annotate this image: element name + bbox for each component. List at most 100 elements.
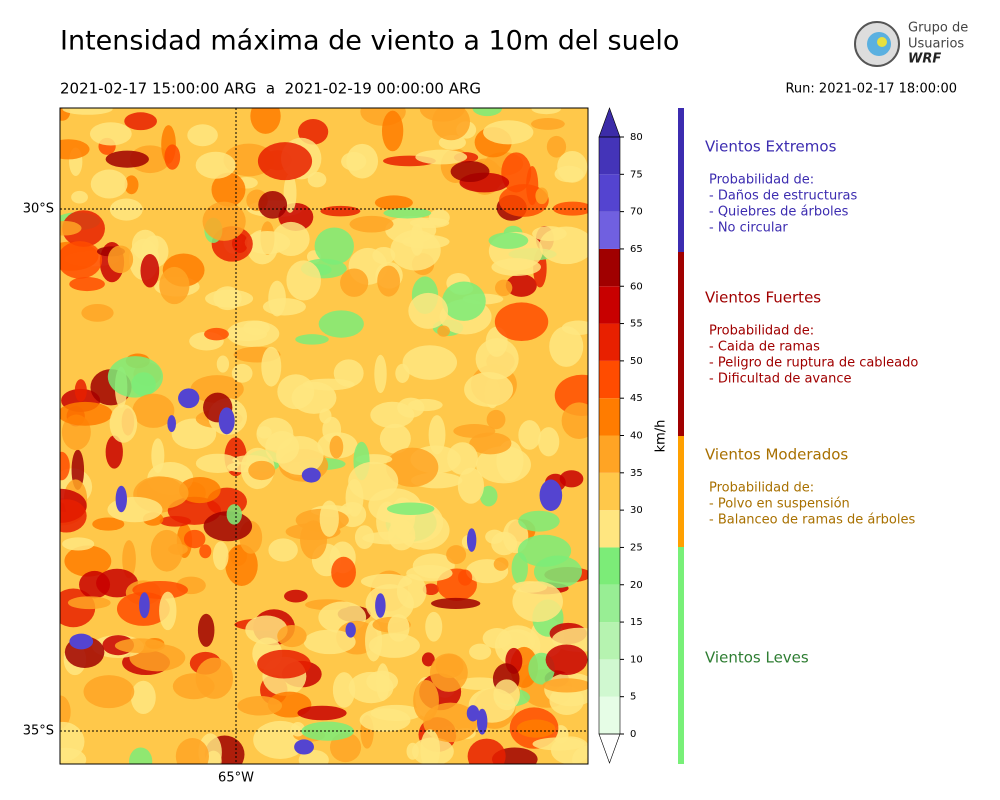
title: Intensidad máxima de viento a 10m del su… (60, 26, 679, 57)
legend-band (678, 252, 684, 436)
logo-line: Grupo de (908, 21, 968, 36)
wind-field (205, 289, 254, 308)
wind-field (60, 695, 71, 729)
wind-field (129, 747, 153, 764)
wind-field (549, 326, 584, 367)
wind-field (542, 678, 588, 693)
wind-field (329, 435, 344, 459)
wind-field (195, 151, 236, 179)
wind-field (60, 220, 82, 236)
colorbar-tick-label: 50 (630, 356, 643, 367)
wind-field (297, 705, 347, 721)
wind-field (386, 502, 435, 515)
wind-field (168, 543, 188, 555)
wind-field (124, 112, 157, 131)
wind-field (493, 557, 509, 571)
wind-field (538, 427, 560, 457)
wind-field (265, 430, 300, 464)
wind-field (455, 677, 504, 690)
wind-field (377, 265, 401, 297)
wind-field (303, 629, 356, 655)
wind-field (467, 738, 506, 764)
wind-field (60, 401, 113, 426)
map-frame (59, 107, 589, 765)
colorbar-bin (599, 622, 620, 660)
wind-field (469, 432, 512, 455)
wind-field (432, 108, 471, 141)
wind-field (62, 108, 113, 115)
wind-field (257, 142, 313, 181)
wind-field (396, 574, 427, 609)
wind-field (60, 451, 70, 481)
wind-field (320, 205, 361, 217)
wind-field (225, 544, 258, 586)
wind-field (204, 327, 229, 341)
wind-field (291, 381, 337, 414)
legend-line: Probabilidad de: (709, 481, 814, 496)
wind-field (60, 721, 85, 762)
wind-field (60, 139, 90, 160)
colorbar-bin (599, 137, 620, 175)
wind-field (151, 438, 165, 473)
wind-field (284, 589, 308, 603)
wind-field (469, 643, 492, 660)
wind-field (447, 442, 478, 475)
logo-line: Usuarios (908, 37, 964, 52)
wind-field (546, 135, 567, 158)
wind-field (401, 234, 450, 249)
colorbar-bin (599, 584, 620, 623)
wind-field (420, 729, 441, 764)
wind-field (464, 372, 514, 407)
wind-field (69, 277, 105, 292)
wind-field (277, 625, 307, 648)
wind-field (299, 520, 328, 560)
wind-field (202, 201, 246, 241)
wind-field (359, 708, 411, 732)
wind-field (244, 230, 291, 255)
wind-field (231, 363, 253, 383)
wind-field (552, 201, 588, 216)
wind-field (532, 226, 567, 242)
wind-field (114, 638, 166, 654)
legend-line: Probabilidad de: (709, 173, 814, 188)
colorbar-bin (599, 696, 620, 734)
wind-field (159, 266, 190, 305)
wind-field (483, 120, 534, 145)
wind-field (332, 672, 356, 708)
wind-field (539, 479, 563, 511)
colorbar: 0 5 10 15 20 25 30 35 40 45 50 55 60 65 70 75 80 (598, 107, 643, 764)
wind-field (212, 541, 229, 571)
wind-field (428, 209, 450, 226)
wind-field (402, 345, 458, 380)
wind-field (457, 467, 485, 504)
wind-field (408, 398, 443, 412)
wind-field (387, 519, 416, 551)
colorbar-tick-label: 5 (630, 692, 636, 703)
wind-field (482, 628, 512, 649)
wind-field (494, 279, 513, 297)
wind-field (197, 613, 215, 647)
colorbar-tick-label: 25 (630, 542, 643, 553)
wind-field (107, 245, 134, 274)
wind-field (423, 702, 478, 743)
wind-field (122, 540, 136, 579)
legend-title: Vientos Extremos (705, 138, 837, 156)
wind-field (488, 232, 529, 249)
wind-field (376, 663, 390, 701)
legend-line: - Caida de ramas (709, 340, 820, 355)
wind-field (428, 415, 446, 455)
wind-field (105, 150, 149, 168)
colorbar-bin (599, 510, 620, 548)
wind-field (531, 118, 565, 130)
wind-field (81, 304, 114, 322)
wind-field (561, 402, 588, 440)
wind-field (62, 210, 105, 247)
wind-field (178, 476, 221, 504)
legend-title: Vientos Leves (705, 649, 809, 667)
wind-field (132, 393, 175, 428)
legend-line: - Balanceo de ramas de árboles (709, 513, 915, 528)
wind-field (466, 528, 477, 552)
wind-field (408, 292, 449, 329)
wind-field (187, 124, 218, 147)
colorbar-tick-label: 55 (630, 319, 643, 330)
